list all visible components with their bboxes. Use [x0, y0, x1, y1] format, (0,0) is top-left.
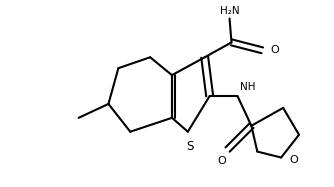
Text: O: O	[270, 45, 279, 55]
Text: O: O	[289, 154, 298, 165]
Text: NH: NH	[240, 82, 256, 92]
Text: H₂N: H₂N	[220, 6, 239, 16]
Text: S: S	[186, 140, 193, 153]
Text: O: O	[217, 156, 226, 165]
